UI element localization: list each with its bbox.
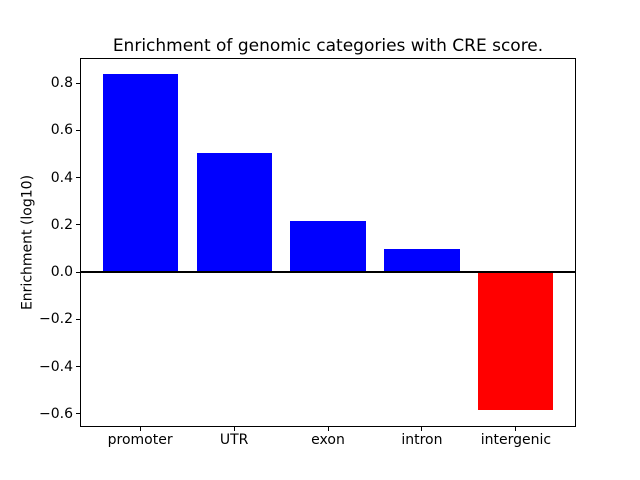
bar-intron [384,249,460,272]
y-tick-mark [76,413,80,415]
y-tick-label: 0.0 [50,264,73,280]
y-tick-mark [76,177,80,178]
y-tick-mark [76,129,80,131]
y-tick-label: 0.2 [50,216,73,233]
y-tick-mark [76,318,80,320]
y-tick-label: 0.6 [50,122,73,139]
bar-exon [290,221,366,272]
y-tick-label: −0.2 [39,311,73,328]
bar-promoter [102,73,178,272]
bar-UTR [196,152,272,272]
x-tick-mark [233,427,235,431]
y-tick-label: −0.6 [39,405,73,422]
y-tick-label: 0.8 [50,75,73,91]
zero-line [80,271,576,273]
x-tick-label: promoter [107,432,173,448]
y-tick-mark [76,224,80,226]
x-tick-label: intron [401,432,443,448]
y-tick-label: 0.4 [50,169,73,186]
bar-intergenic [478,272,554,411]
x-tick-mark [139,427,141,431]
y-tick-mark [76,366,80,367]
chart-title: Enrichment of genomic categories with CR… [112,36,544,56]
x-tick-mark [515,427,517,431]
y-tick-mark [76,82,80,84]
x-tick-label: exon [311,432,345,448]
y-tick-label: −0.4 [39,358,73,375]
x-tick-label: UTR [219,432,249,448]
x-tick-mark [421,427,423,431]
x-tick-label: intergenic [480,432,552,448]
x-tick-mark [327,427,329,431]
y-tick-mark [76,271,80,273]
